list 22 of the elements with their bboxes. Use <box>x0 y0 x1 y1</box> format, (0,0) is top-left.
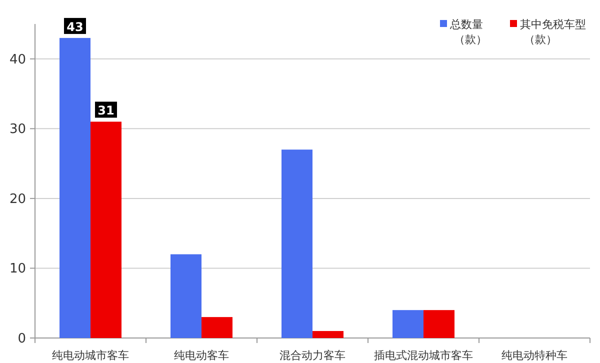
x-tick-label: 混合动力客车 <box>280 349 346 362</box>
bar <box>60 38 90 338</box>
x-tick-label: 纯电动城市客车 <box>52 349 129 362</box>
legend-label: 其中免税车型（款） <box>520 18 586 46</box>
y-tick-label: 40 <box>9 52 26 68</box>
bar <box>170 254 202 338</box>
x-tick-label: 插电式混动城市客车 <box>374 349 473 362</box>
legend-label: 总数量（款） <box>449 18 487 46</box>
bar <box>202 317 232 338</box>
bar <box>312 331 344 338</box>
bar <box>392 310 424 338</box>
x-tick-label: 纯电动客车 <box>174 349 229 362</box>
data-label: 43 <box>66 20 84 34</box>
data-label: 31 <box>98 104 114 118</box>
y-tick-label: 0 <box>18 332 26 346</box>
bar <box>282 150 312 338</box>
y-tick-label: 10 <box>9 262 26 277</box>
y-tick-label: 30 <box>9 122 26 138</box>
y-tick-label: 20 <box>9 192 26 207</box>
bar <box>424 310 454 338</box>
bar <box>90 122 122 338</box>
x-tick-label: 纯电动特种车 <box>502 349 568 362</box>
